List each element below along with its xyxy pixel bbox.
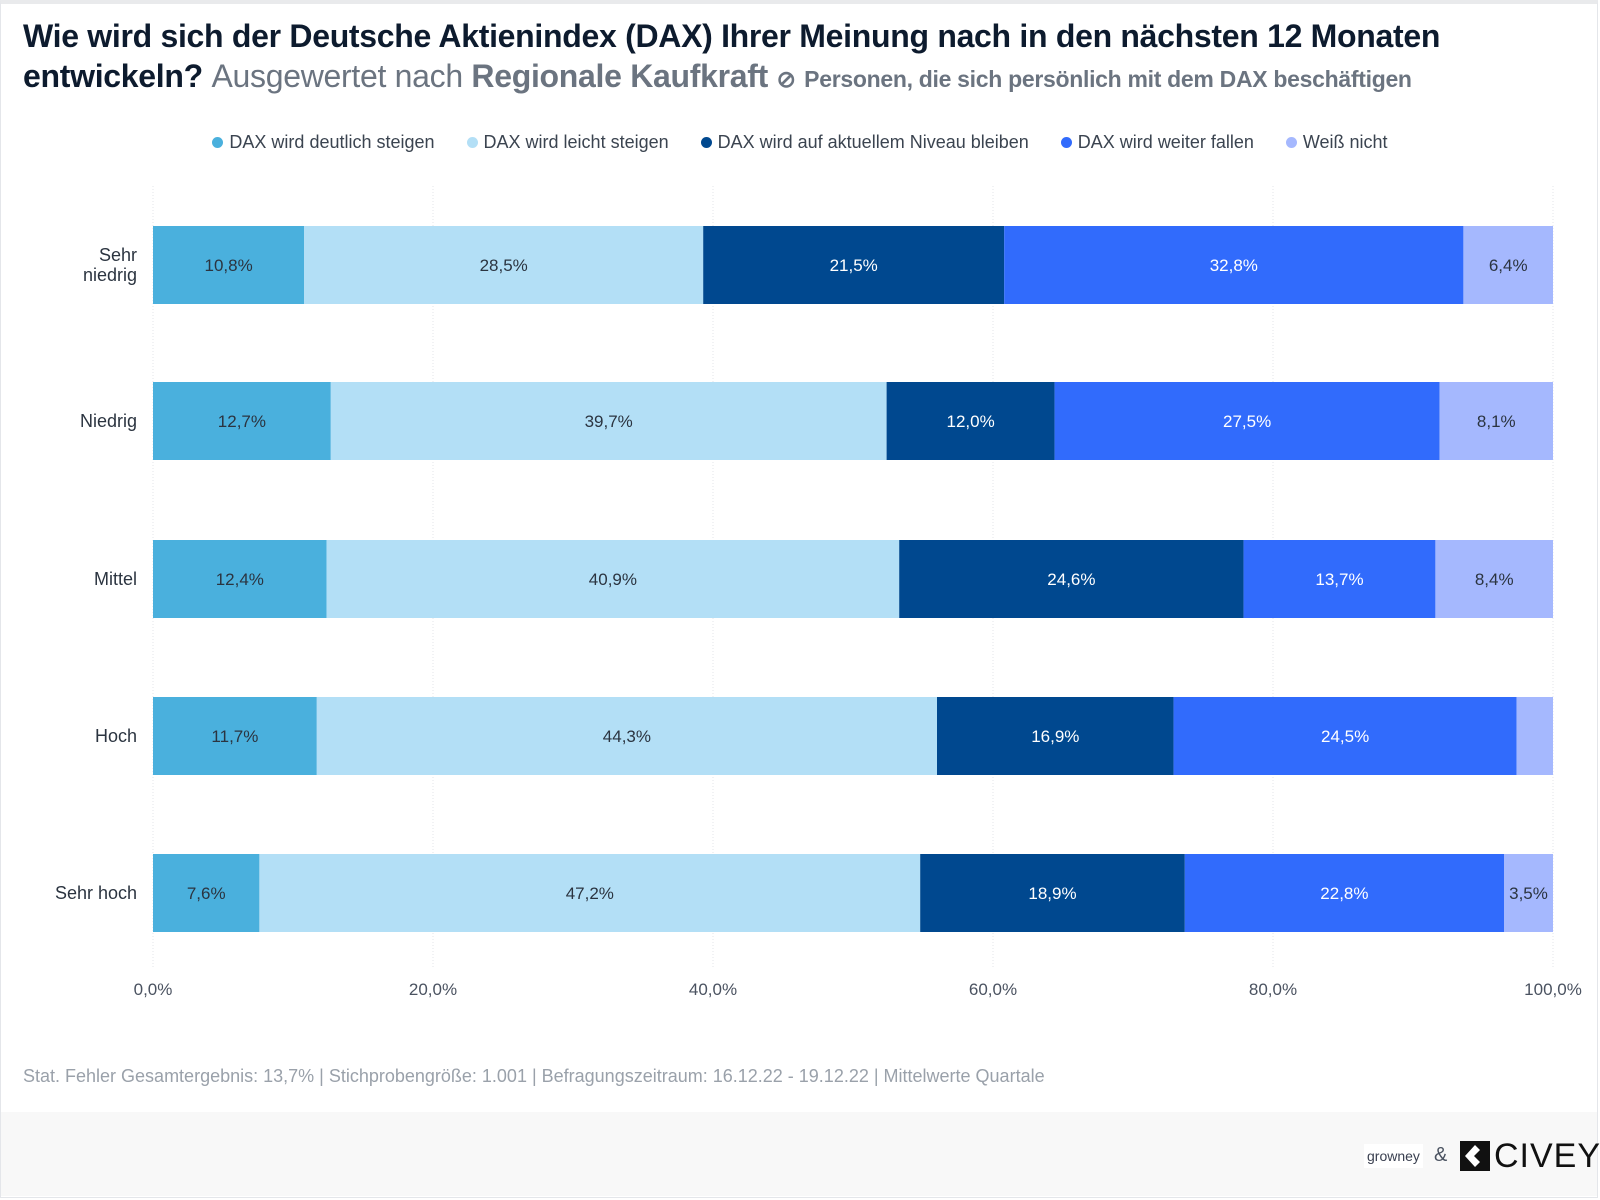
bar-segment bbox=[1054, 382, 1440, 460]
bar-segment bbox=[1435, 540, 1553, 618]
bar-segment bbox=[1516, 697, 1553, 775]
data-label: 16,9% bbox=[1031, 727, 1079, 746]
civey-logo: CIVEY bbox=[1494, 1137, 1600, 1175]
bar-segment bbox=[1184, 854, 1504, 932]
chart-title: Wie wird sich der Deutsche Aktienindex (… bbox=[23, 16, 1583, 99]
x-tick-label: 80,0% bbox=[1249, 980, 1297, 999]
bar-segment bbox=[326, 540, 900, 618]
data-label: 28,5% bbox=[480, 256, 528, 275]
legend-label: DAX wird auf aktuellem Niveau bleiben bbox=[717, 132, 1029, 152]
category-label: Hoch bbox=[95, 726, 137, 746]
evaluated-by-prefix: Ausgewertet nach bbox=[211, 58, 463, 94]
bar-segment bbox=[304, 226, 704, 304]
data-label: 21,5% bbox=[830, 256, 878, 275]
category-label: Niedrig bbox=[80, 411, 137, 431]
bar-segment bbox=[1463, 226, 1553, 304]
legend-item[interactable]: DAX wird auf aktuellem Niveau bleiben bbox=[700, 132, 1029, 153]
category-label: Sehr hoch bbox=[55, 883, 137, 903]
data-label: 11,7% bbox=[211, 727, 258, 746]
bar-segment bbox=[886, 382, 1055, 460]
data-label: 12,0% bbox=[946, 412, 994, 431]
data-label: 27,5% bbox=[1223, 412, 1271, 431]
bar-segment bbox=[1504, 854, 1553, 932]
bar-segment bbox=[1439, 382, 1553, 460]
legend-dot-icon bbox=[1060, 137, 1072, 148]
legend-item[interactable]: DAX wird leicht steigen bbox=[466, 132, 669, 153]
category-label: Sehr niedrig bbox=[83, 245, 137, 285]
bar-segment bbox=[153, 854, 260, 932]
bar-segment bbox=[259, 854, 921, 932]
question-text: Wie wird sich der Deutsche Aktienindex (… bbox=[23, 18, 1441, 94]
data-label: 6,4% bbox=[1489, 256, 1528, 275]
civey-logo-mark bbox=[1460, 1141, 1490, 1171]
footer-note: Stat. Fehler Gesamtergebnis: 13,7% | Sti… bbox=[23, 1066, 1045, 1086]
data-label: 24,5% bbox=[1321, 727, 1369, 746]
data-label: 8,1% bbox=[1477, 412, 1516, 431]
legend: DAX wird deutlich steigen DAX wird leicht… bbox=[0, 132, 1600, 153]
legend-item[interactable]: Weiß nicht bbox=[1285, 132, 1388, 153]
bar-segment bbox=[153, 540, 327, 618]
data-label: 40,9% bbox=[589, 570, 637, 589]
evaluated-by-dimension[interactable]: Regionale Kaufkraft bbox=[471, 58, 768, 94]
bar-segment bbox=[920, 854, 1185, 932]
legend-label: Weiß nicht bbox=[1302, 132, 1388, 152]
data-label: 10,8% bbox=[204, 256, 252, 275]
bar-segment bbox=[703, 226, 1005, 304]
filter-text[interactable]: Personen, die sich persönlich mit dem DA… bbox=[804, 66, 1412, 92]
legend-label: DAX wird deutlich steigen bbox=[229, 132, 435, 152]
bar-segment bbox=[153, 382, 331, 460]
data-label: 18,9% bbox=[1028, 884, 1076, 903]
data-label: 8,4% bbox=[1475, 570, 1514, 589]
legend-label: DAX wird weiter fallen bbox=[1077, 132, 1254, 152]
data-label: 39,7% bbox=[585, 412, 633, 431]
data-label: 12,7% bbox=[218, 412, 266, 431]
legend-item[interactable]: DAX wird deutlich steigen bbox=[212, 132, 435, 153]
ampersand: & bbox=[1434, 1144, 1448, 1166]
data-label: 22,8% bbox=[1320, 884, 1368, 903]
data-label: 32,8% bbox=[1210, 256, 1258, 275]
x-tick-label: 60,0% bbox=[969, 980, 1017, 999]
bar-segment bbox=[937, 697, 1174, 775]
filter-circle-slash-icon: ⊘ bbox=[776, 66, 796, 92]
footer-band bbox=[1, 1112, 1597, 1196]
data-label: 44,3% bbox=[603, 727, 651, 746]
stacked-bar-chart: 0,0% 20,0% 40,0% 60,0% 80,0% 100,0% Sehr niedri… bbox=[55, 186, 1582, 999]
x-tick-label: 20,0% bbox=[409, 980, 457, 999]
x-tick-label: 100,0% bbox=[1524, 980, 1582, 999]
x-tick-label: 0,0% bbox=[134, 980, 173, 999]
data-label: 24,6% bbox=[1047, 570, 1095, 589]
data-label: 47,2% bbox=[566, 884, 614, 903]
bar-segment bbox=[1173, 697, 1517, 775]
x-tick-label: 40,0% bbox=[689, 980, 737, 999]
bar-segment bbox=[1243, 540, 1436, 618]
data-label: 12,4% bbox=[216, 570, 264, 589]
category-label: Mittel bbox=[94, 569, 137, 589]
bar-segment bbox=[153, 697, 317, 775]
legend-dot-icon bbox=[700, 137, 712, 148]
growney-logo: growney bbox=[1364, 1144, 1423, 1168]
bar-segment bbox=[153, 226, 305, 304]
bar-segment bbox=[316, 697, 937, 775]
legend-label: DAX wird leicht steigen bbox=[483, 132, 669, 152]
bar-segment bbox=[1004, 226, 1464, 304]
legend-dot-icon bbox=[466, 137, 478, 148]
bar-segment bbox=[330, 382, 887, 460]
legend-dot-icon bbox=[212, 137, 224, 148]
legend-item[interactable]: DAX wird weiter fallen bbox=[1060, 132, 1254, 153]
legend-dot-icon bbox=[1285, 137, 1297, 148]
data-label: 3,5% bbox=[1509, 884, 1548, 903]
data-label: 7,6% bbox=[187, 884, 226, 903]
bar-segment bbox=[899, 540, 1244, 618]
data-label: 13,7% bbox=[1315, 570, 1363, 589]
